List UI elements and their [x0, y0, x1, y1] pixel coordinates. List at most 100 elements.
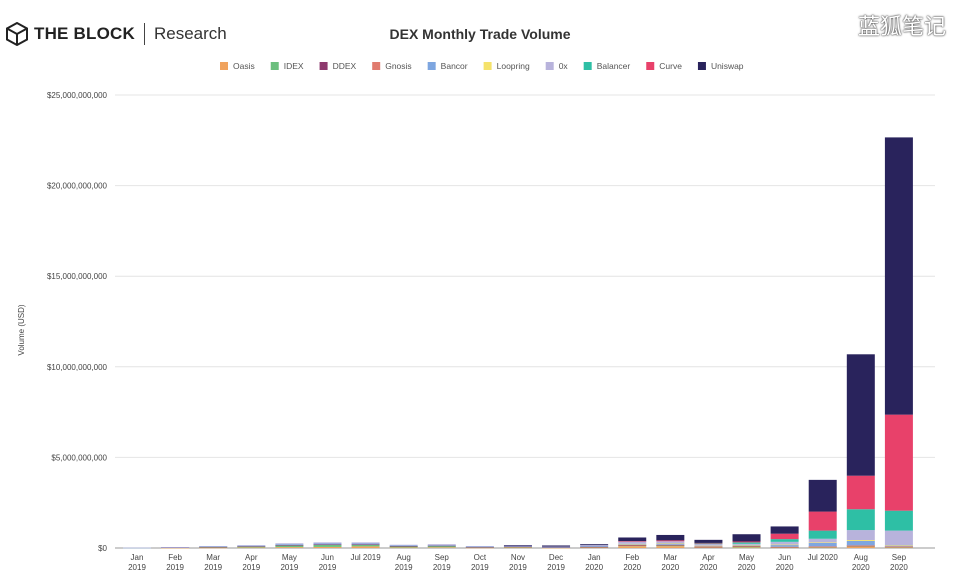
bar-segment-0x: [618, 541, 647, 544]
bar-segment-0x: [770, 541, 799, 545]
legend-swatch-0x: [545, 62, 554, 70]
x-tick-label: Oct: [474, 553, 487, 562]
bar-segment-uniswap: [618, 537, 647, 542]
bar-segment-idex: [275, 545, 304, 548]
x-tick-label-year: 2019: [166, 563, 184, 572]
bar-segment-gnosis: [770, 546, 799, 548]
bar-segment-gnosis: [846, 545, 875, 547]
bar-segment-0x: [694, 543, 723, 546]
x-tick-label-year: 2019: [471, 563, 489, 572]
bar-segment-uniswap: [770, 526, 799, 534]
x-tick-label: Mar: [206, 553, 220, 562]
watermark: 蓝狐笔记: [857, 14, 946, 39]
x-tick-label: Apr: [245, 553, 258, 562]
chart-title: DEX Monthly Trade Volume: [389, 26, 571, 42]
bar-segment-balancer: [732, 542, 761, 544]
x-tick-label-year: 2019: [242, 563, 260, 572]
x-tick-label: May: [739, 553, 754, 562]
bar-segment-0x: [427, 544, 456, 546]
bar-segment-loopring: [770, 544, 799, 546]
x-tick-label-year: 2020: [623, 563, 641, 572]
bar-segment-loopring: [618, 543, 647, 545]
bar-segment-uniswap: [884, 137, 913, 415]
bar-segment-ddex: [618, 545, 647, 546]
bar-segment-bancor: [846, 540, 875, 546]
x-tick-label: Sep: [435, 553, 450, 562]
x-tick-label: Aug: [397, 553, 411, 562]
bar-segment-uniswap: [694, 539, 723, 543]
bar-segment-0x: [656, 541, 685, 544]
legend-label-loopring: Loopring: [497, 61, 530, 71]
bar-segment-bancor: [237, 545, 266, 547]
legend-swatch-balancer: [583, 62, 592, 70]
legend-label-curve: Curve: [659, 61, 682, 71]
bar-segment-oasis: [237, 547, 266, 549]
bar-segment-uniswap: [542, 545, 571, 547]
bar-segment-ddex: [351, 544, 380, 545]
legend-swatch-oasis: [220, 62, 228, 70]
x-tick-label: Sep: [892, 553, 907, 562]
bar-segment-ddex: [465, 546, 494, 548]
brand-sub: Research: [153, 24, 227, 43]
x-tick-label: Nov: [511, 553, 525, 562]
legend-swatch-ddex: [319, 62, 328, 70]
bar-segment-idex: [351, 544, 380, 547]
bar-segment-loopring: [808, 542, 837, 543]
bar-segment-0x: [351, 542, 380, 544]
x-tick-label: Jan: [131, 553, 144, 562]
brand-name: THE BLOCK: [34, 24, 135, 43]
x-tick-label: Feb: [625, 553, 639, 562]
x-tick-label: Dec: [549, 553, 563, 562]
legend-swatch-uniswap: [697, 62, 706, 70]
x-tick-label: Mar: [663, 553, 677, 562]
bar-segment-bancor: [389, 545, 418, 547]
bar-segment-loopring: [656, 543, 685, 544]
x-tick-label-year: 2019: [433, 563, 451, 572]
legend-label-uniswap: Uniswap: [711, 61, 744, 71]
y-tick-label: $5,000,000,000: [51, 453, 107, 462]
bar-segment-ddex: [313, 544, 342, 545]
bar-segment-gnosis: [808, 546, 837, 547]
x-tick-label: Feb: [168, 553, 182, 562]
bar-segment-0x: [732, 543, 761, 545]
bar-segment-ddex: [427, 545, 456, 547]
bar-segment-curve: [732, 541, 761, 543]
bar-segment-curve: [656, 540, 685, 542]
x-tick-label-year: 2020: [585, 563, 603, 572]
bar-segment-0x: [123, 547, 151, 549]
bar-segment-0x: [237, 545, 266, 546]
bar-segment-0x: [884, 530, 913, 546]
bar-segment-balancer: [808, 530, 837, 539]
x-tick-label: May: [282, 553, 297, 562]
x-tick-label: Aug: [854, 553, 868, 562]
bar-segment-idex: [313, 544, 342, 547]
x-tick-label: Jun: [321, 553, 334, 562]
bar-segment-0x: [846, 530, 875, 541]
bar-segment-uniswap: [656, 534, 685, 541]
bar-segment-ddex: [656, 545, 685, 546]
legend-swatch-bancor: [427, 62, 436, 70]
bar-segment-curve: [808, 511, 837, 531]
bar-segment-curve: [694, 542, 723, 544]
bar-segment-balancer: [884, 510, 913, 531]
bar-segment-oasis: [389, 547, 418, 549]
bar-segment-bancor: [427, 545, 456, 546]
bar-segment-ddex: [503, 546, 532, 548]
legend-swatch-idex: [270, 62, 279, 70]
bar-segment-oasis: [275, 547, 304, 548]
bar-segment-oasis: [846, 546, 875, 548]
x-tick-label: Jul 2019: [350, 553, 381, 562]
bar-segment-idex: [732, 546, 761, 548]
bar-segment-0x: [199, 546, 228, 547]
legend-label-idex: IDEX: [284, 61, 304, 71]
logo-divider: [143, 23, 145, 45]
bar-segment-ddex: [580, 546, 609, 548]
bar-segment-idex: [427, 545, 456, 548]
bar-segment-oasis: [199, 547, 228, 549]
bar-segment-oasis: [694, 547, 723, 548]
bar-segment-ddex: [542, 547, 571, 548]
bar-segment-bancor: [275, 544, 304, 546]
x-tick-label-year: 2019: [128, 563, 146, 572]
bar-segment-curve: [618, 541, 647, 542]
